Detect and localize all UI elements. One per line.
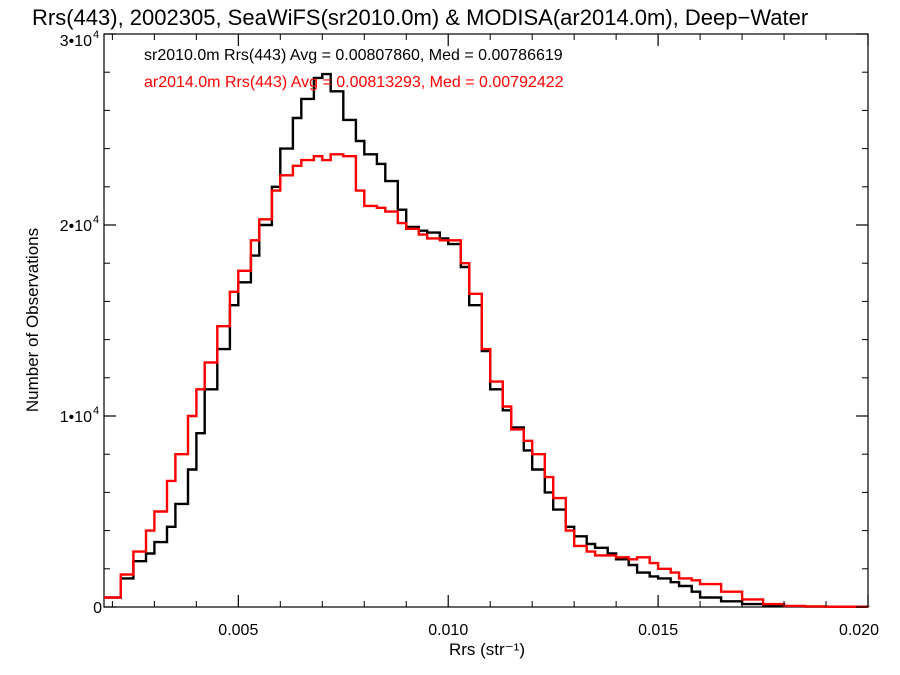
- x-tick-label: 0.010: [428, 622, 468, 639]
- y-tick-label: 1•10: [60, 409, 92, 426]
- legend: sr2010.0m Rrs(443) Avg = 0.00807860, Med…: [144, 47, 564, 91]
- y-tick-exponent: 4: [93, 405, 99, 417]
- legend-entry-2: ar2014.0m Rrs(443) Avg = 0.00813293, Med…: [144, 74, 564, 91]
- x-tick-label: 0.020: [839, 622, 879, 639]
- series-layer: [104, 72, 870, 608]
- x-tick-label: 0.015: [638, 622, 678, 639]
- y-tick-label: 2•10: [60, 218, 92, 235]
- series-1-line: [104, 72, 870, 608]
- y-tick-label: 0: [93, 600, 102, 617]
- x-axis-ticks: 0.005 0.010 0.015 0.020: [111, 34, 879, 639]
- chart-title: Rrs(443), 2002305, SeaWiFS(sr2010.0m) & …: [32, 5, 808, 30]
- series-2-line: [104, 153, 870, 608]
- y-tick-exponent: 4: [93, 29, 99, 41]
- y-axis-label: Number of Observations: [23, 228, 42, 412]
- plot-area: [103, 33, 869, 608]
- y-tick-label: 3•10: [60, 33, 92, 50]
- x-axis-label: Rrs (str⁻¹): [449, 640, 525, 659]
- legend-entry-1: sr2010.0m Rrs(443) Avg = 0.00807860, Med…: [144, 47, 563, 64]
- y-tick-exponent: 4: [93, 214, 99, 226]
- x-tick-label: 0.005: [218, 622, 258, 639]
- plot-frame: [103, 33, 869, 608]
- y-axis-ticks: 01•10 42•10 43•10 4: [60, 29, 868, 617]
